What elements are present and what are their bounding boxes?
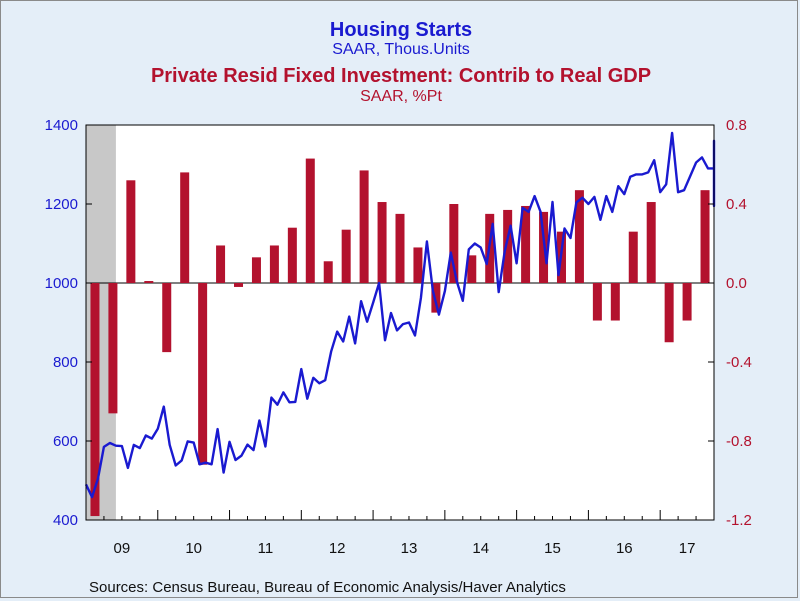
gdp-contribution-bar: [467, 255, 477, 283]
gdp-contribution-bar: [287, 227, 297, 283]
gdp-contribution-bar: [359, 170, 369, 283]
gdp-contribution-bar: [126, 180, 136, 283]
gdp-contribution-bar: [413, 247, 423, 283]
gdp-contribution-bar: [305, 158, 315, 283]
gdp-contribution-bar: [198, 283, 208, 465]
gdp-contribution-bar: [251, 257, 261, 283]
gdp-contribution-bar: [574, 190, 584, 283]
left-axis-tick-label: 1000: [45, 275, 78, 292]
gdp-contribution-bar: [628, 231, 638, 283]
gdp-contribution-bar: [90, 283, 100, 517]
right-axis-tick-label: -1.2: [726, 512, 752, 529]
gdp-contribution-bar: [503, 209, 513, 283]
gdp-contribution-bar: [234, 283, 244, 287]
left-axis-tick-label: 600: [53, 433, 78, 450]
gdp-contribution-bar: [162, 283, 172, 353]
gdp-contribution-bar: [180, 172, 190, 283]
right-axis-tick-label: 0.4: [726, 196, 747, 213]
chart-title: Housing Starts: [329, 19, 473, 41]
x-axis-tick-label: 15: [544, 540, 561, 557]
right-axis-tick-label: 0.0: [726, 275, 747, 292]
gdp-contribution-bar: [664, 283, 674, 343]
source-note: Sources: Census Bureau, Bureau of Econom…: [89, 579, 566, 596]
gdp-contribution-bar: [216, 245, 226, 283]
right-axis-tick-label: -0.4: [726, 354, 752, 371]
gdp-contribution-bar: [108, 283, 118, 414]
right-axis-tick-label: 0.8: [726, 117, 747, 134]
plot-border: [85, 124, 715, 521]
gdp-contribution-bar: [144, 281, 154, 283]
x-axis-tick-label: 17: [679, 540, 696, 557]
housing-starts-line: [84, 131, 716, 499]
right-axis-tick-label: -0.8: [726, 433, 752, 450]
gdp-contribution-bar: [377, 202, 387, 283]
left-axis-tick-label: 400: [53, 512, 78, 529]
gdp-contribution-bar: [269, 245, 279, 283]
gdp-contribution-bar: [449, 204, 459, 283]
chart-subtitle-secondary: SAAR, %Pt: [360, 88, 442, 105]
gdp-contribution-bar: [682, 283, 692, 321]
gdp-contribution-bar: [395, 213, 405, 283]
gdp-contribution-bar: [323, 261, 333, 283]
x-axis-tick-label: 13: [401, 540, 418, 557]
left-axis-tick-label: 1200: [45, 196, 78, 213]
x-axis-tick-label: 09: [114, 540, 131, 557]
gdp-contribution-bar: [700, 190, 710, 283]
left-axis-tick-label: 800: [53, 354, 78, 371]
x-axis-tick-label: 14: [472, 540, 489, 557]
x-axis-tick-label: 11: [258, 540, 274, 557]
gdp-contribution-bar: [592, 283, 602, 321]
gdp-contribution-bar: [341, 229, 351, 283]
x-axis-tick-label: 10: [185, 540, 202, 557]
chart-subtitle: SAAR, Thous.Units: [332, 41, 470, 58]
chart-title-secondary: Private Resid Fixed Investment: Contrib …: [150, 65, 652, 87]
gdp-contribution-bar: [646, 202, 656, 283]
plot-area: [86, 125, 714, 520]
left-axis-tick-label: 1400: [45, 117, 78, 134]
gdp-contribution-bar: [521, 205, 531, 283]
x-axis-tick-label: 16: [616, 540, 633, 557]
gdp-contribution-bar: [610, 283, 620, 321]
x-axis-tick-label: 12: [329, 540, 346, 557]
